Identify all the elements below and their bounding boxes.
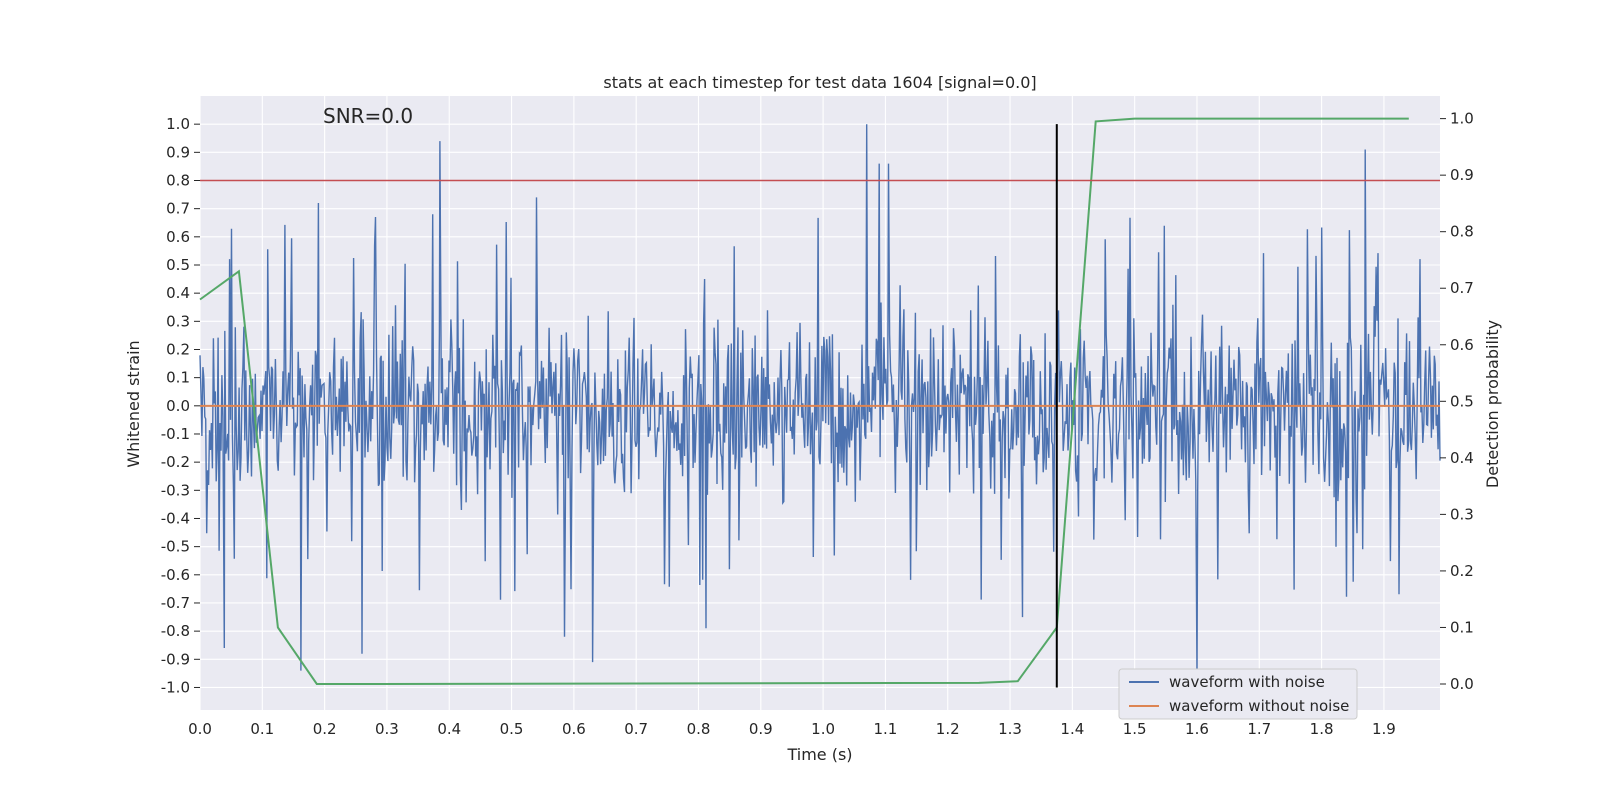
x-tick-label: 0.9 [749,720,773,738]
y-tick-labels: 1.0 0.9 0.8 0.7 0.6 0.5 0.4 0.3 0.2 0.1 0.0 -0.1 -0.… [161,115,200,696]
x-tick-label: 0.2 [313,720,337,738]
x-tick-label: 0.8 [687,720,711,738]
y-axis-label: Whitened strain [124,340,143,467]
y-tick-label: -0.6 [161,566,190,584]
y-tick-label: -0.2 [161,453,190,471]
y-tick-label: 0.8 [166,171,190,189]
y-right-tick-label: 0.2 [1450,562,1474,580]
x-tick-label: 0.6 [562,720,586,738]
y-tick-label: 0.4 [166,284,190,302]
x-tick-label: 0.0 [188,720,212,738]
y-right-tick-label: 0.5 [1450,392,1474,410]
y-tick-label: 0.1 [166,369,190,387]
y-tick-label: 0.3 [166,312,190,330]
x-tick-label: 1.4 [1060,720,1084,738]
legend-label-clean: waveform without noise [1169,697,1349,715]
y-tick-label: -0.7 [161,594,190,612]
y-tick-label: 0.6 [166,228,190,246]
y-tick-label: 0.0 [166,397,190,415]
y-tick-label: -0.4 [161,509,190,527]
detection-probability-line [199,117,1409,685]
y-right-tick-label: 0.1 [1450,618,1474,636]
x-tick-label: 1.7 [1247,720,1271,738]
x-tick-label: 1.5 [1123,720,1147,738]
x-tick-label: 1.1 [873,720,897,738]
x-tick-label: 1.2 [936,720,960,738]
y-tick-label: 0.5 [166,256,190,274]
y-tick-label: 1.0 [166,115,190,133]
y-tick-label: -0.1 [161,425,190,443]
series-waveform-with-noise [199,124,1441,680]
x-tick-label: 1.3 [998,720,1022,738]
y-right-tick-label: 0.6 [1450,336,1474,354]
chart-title: stats at each timestep for test data 160… [603,73,1036,92]
x-tick-label: 1.6 [1185,720,1209,738]
legend: waveform with noise waveform without noi… [1118,668,1358,720]
x-axis-label: Time (s) [786,745,852,764]
y-right-axis-label: Detection probability [1483,320,1502,488]
y-right-tick-label: 0.3 [1450,505,1474,523]
legend-label-noise: waveform with noise [1169,673,1325,691]
y-right-tick-label: 0.4 [1450,449,1474,467]
series-detection-probability [199,117,1409,685]
y-right-tick-label: 0.0 [1450,675,1474,693]
snr-annotation: SNR=0.0 [323,104,413,128]
y-right-tick-labels: 1.0 0.9 0.8 0.7 0.6 0.5 0.4 0.3 0.2 0.1 0.0 [1440,110,1474,693]
y-tick-label: -0.5 [161,538,190,556]
y-right-tick-label: 0.9 [1450,166,1474,184]
y-right-tick-label: 0.7 [1450,279,1474,297]
y-right-tick-label: 1.0 [1450,110,1474,128]
y-tick-label: -0.9 [161,650,190,668]
reference-lines [200,124,1440,688]
x-tick-labels: 0.0 0.1 0.2 0.3 0.4 0.5 0.6 0.7 0.8 0.9 1.0 1.1 1.2 1… [188,720,1396,738]
x-tick-label: 1.9 [1372,720,1396,738]
x-tick-label: 1.8 [1310,720,1334,738]
x-tick-label: 0.3 [375,720,399,738]
y-tick-label: -0.3 [161,481,190,499]
waveform-with-noise-line [199,124,1441,680]
y-tick-label: 0.7 [166,200,190,218]
x-tick-label: 0.4 [437,720,461,738]
legend-box [1118,668,1358,720]
x-tick-label: 1.0 [811,720,835,738]
x-tick-label: 0.7 [624,720,648,738]
y-right-tick-label: 0.8 [1450,223,1474,241]
y-tick-label: 0.9 [166,143,190,161]
x-tick-label: 0.5 [500,720,524,738]
y-tick-label: 0.2 [166,340,190,358]
y-tick-label: -1.0 [161,678,190,696]
y-tick-label: -0.8 [161,622,190,640]
x-tick-label: 0.1 [250,720,274,738]
